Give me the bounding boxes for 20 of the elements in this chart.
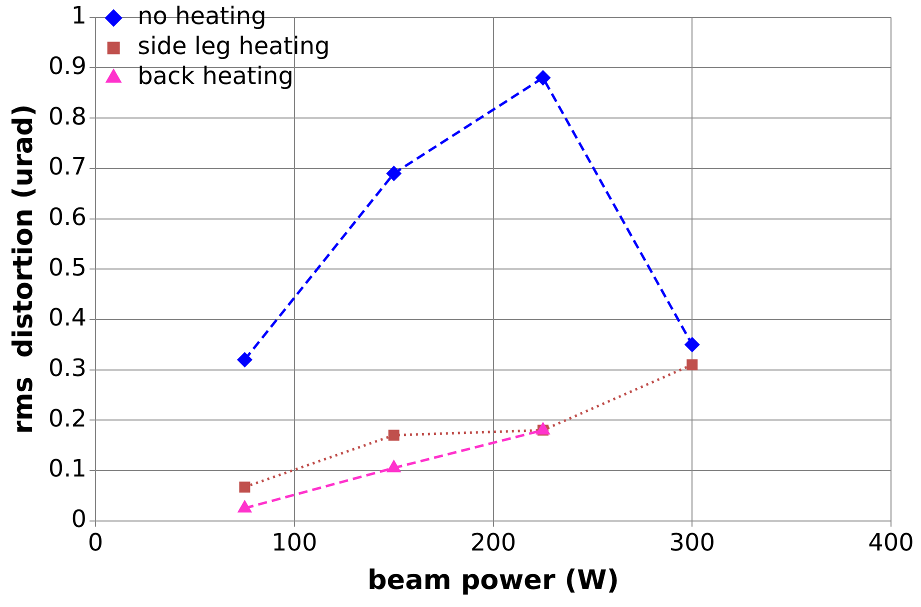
y-tick-label: 0.1 [48,454,87,483]
y-tick-label: 0.9 [48,52,87,80]
x-tick-label: 200 [470,528,516,556]
legend-label: no heating [138,2,266,30]
y-tick-label: 1 [71,2,87,30]
y-tick-label: 0.7 [48,152,87,181]
y-tick-label: 0.5 [48,253,87,282]
x-tick-label: 400 [868,528,914,556]
y-tick-label: 0.6 [48,202,87,231]
legend-label: side leg heating [138,32,330,60]
x-tick-label: 300 [669,528,716,556]
y-axis-title: rms distortion (urad) [8,104,40,434]
y-tick-label: 0 [71,505,87,534]
x-tick-label: 100 [272,528,318,556]
legend-label: back heating [138,62,294,90]
y-tick-label: 0.2 [48,404,87,432]
y-tick-label: 0.8 [48,102,87,130]
y-tick-label: 0.3 [48,354,87,382]
x-axis-title: beam power (W) [367,564,620,596]
y-tick-label: 0.4 [48,304,87,332]
